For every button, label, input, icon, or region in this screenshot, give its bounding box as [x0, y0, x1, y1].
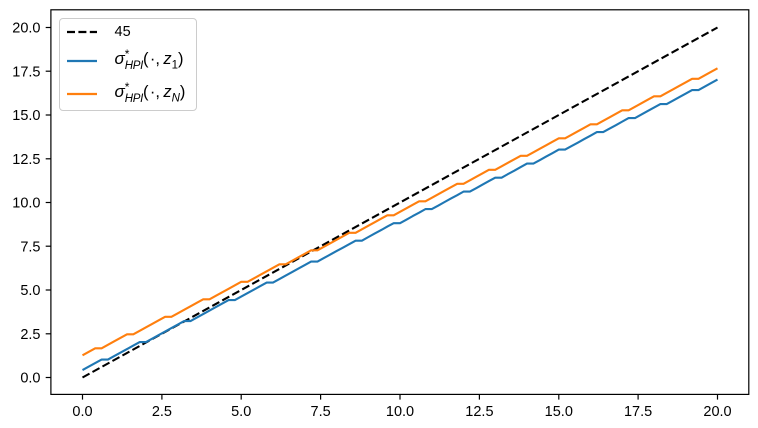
svg-text:7.5: 7.5	[20, 239, 40, 255]
svg-text:10.0: 10.0	[12, 196, 40, 212]
svg-text:12.5: 12.5	[465, 404, 493, 420]
svg-text:17.5: 17.5	[624, 404, 652, 420]
svg-text:5.0: 5.0	[231, 404, 251, 420]
svg-text:10.0: 10.0	[386, 404, 414, 420]
svg-text:5.0: 5.0	[20, 283, 40, 299]
svg-text:17.5: 17.5	[12, 65, 40, 81]
svg-text:2.5: 2.5	[152, 404, 172, 420]
svg-text:20.0: 20.0	[703, 404, 731, 420]
svg-text:12.5: 12.5	[12, 152, 40, 168]
svg-text:0.0: 0.0	[20, 371, 40, 387]
svg-text:0.0: 0.0	[72, 404, 92, 420]
svg-text:15.0: 15.0	[12, 108, 40, 124]
svg-text:20.0: 20.0	[12, 21, 40, 37]
svg-text:2.5: 2.5	[20, 327, 40, 343]
svg-text:15.0: 15.0	[545, 404, 573, 420]
svg-text:7.5: 7.5	[311, 404, 331, 420]
